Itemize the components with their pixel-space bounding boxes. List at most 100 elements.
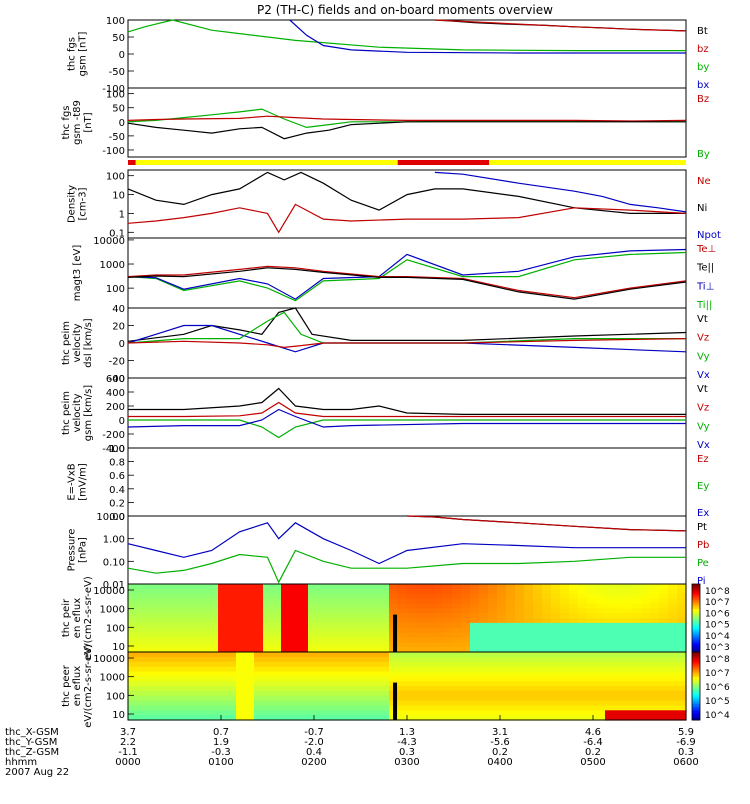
spectrogram-cell bbox=[353, 695, 363, 702]
spectrogram-cell bbox=[371, 715, 381, 721]
spectrogram-cell bbox=[299, 598, 309, 605]
spectrogram-cell bbox=[137, 618, 147, 624]
x-tick-label: 3.7 bbox=[120, 727, 136, 738]
y-axis-label: [cm-3] bbox=[78, 187, 89, 220]
spectrogram-cell bbox=[299, 647, 309, 653]
spectrogram-cell bbox=[614, 584, 624, 590]
spectrogram-cell bbox=[317, 652, 327, 658]
spectrogram-cell bbox=[560, 695, 570, 702]
spectrogram-cell bbox=[227, 613, 237, 619]
spectrogram-cell bbox=[578, 671, 588, 677]
spectrogram-cell bbox=[677, 593, 687, 600]
data-gap-marker bbox=[393, 614, 398, 652]
spectrogram-cell bbox=[461, 637, 471, 643]
spectrogram-cell bbox=[317, 656, 327, 663]
spectrogram-cell bbox=[227, 671, 237, 677]
spectrogram-cell bbox=[470, 656, 480, 663]
spectrogram-cell bbox=[335, 622, 345, 629]
spectrogram-cell bbox=[569, 647, 579, 653]
spectrogram-cell bbox=[461, 710, 471, 716]
spectrogram-cell bbox=[272, 598, 282, 605]
spectrogram-cell bbox=[506, 690, 516, 697]
spectrogram-cell bbox=[623, 647, 633, 653]
spectrogram-cell bbox=[272, 608, 282, 614]
spectrogram-cell bbox=[164, 710, 174, 716]
spectrogram-cell bbox=[128, 705, 138, 711]
spectrogram-cell bbox=[380, 676, 390, 682]
spectrogram-cell bbox=[344, 584, 354, 590]
spectrogram-cell bbox=[398, 584, 408, 590]
colorbar-segment bbox=[692, 597, 700, 601]
spectrogram-cell bbox=[398, 622, 408, 629]
spectrogram-cell bbox=[425, 686, 435, 692]
spectrogram-cell bbox=[245, 598, 255, 605]
spectrogram-cell bbox=[560, 632, 570, 639]
spectrogram-cell bbox=[551, 613, 561, 619]
spectrogram-cell bbox=[272, 671, 282, 677]
spectrogram-cell bbox=[281, 681, 291, 687]
spectrogram-cell bbox=[542, 700, 552, 707]
spectrogram-cell bbox=[263, 647, 273, 653]
spectrogram-cell bbox=[254, 642, 264, 648]
spectrogram-cell bbox=[182, 656, 192, 663]
spectrogram-cell bbox=[128, 603, 138, 609]
spectrogram-cell bbox=[542, 690, 552, 697]
spectrogram-cell bbox=[560, 608, 570, 614]
spectrogram-cell bbox=[497, 632, 507, 639]
spectrogram-cell bbox=[425, 622, 435, 629]
spectrogram-cell bbox=[596, 700, 606, 707]
spectrogram-cell bbox=[335, 603, 345, 609]
spectrogram-cell bbox=[254, 632, 264, 639]
colorbar-segment bbox=[692, 681, 700, 685]
spectrogram-cell bbox=[434, 652, 444, 658]
spectrogram-cell bbox=[596, 647, 606, 653]
spectrogram-cell bbox=[650, 588, 660, 595]
spectrogram-cell bbox=[191, 652, 201, 658]
spectrogram-cell bbox=[218, 652, 228, 658]
spectrogram-cell bbox=[533, 608, 543, 614]
spectrogram-cell bbox=[254, 603, 264, 609]
spectrogram-cell bbox=[128, 584, 138, 590]
spectrogram-cell bbox=[650, 622, 660, 629]
spectrogram-cell bbox=[344, 613, 354, 619]
spectrogram-cell bbox=[650, 700, 660, 707]
spectrogram-cell bbox=[632, 618, 642, 624]
series-line-vy bbox=[127, 311, 686, 344]
spectrogram-cell bbox=[596, 652, 606, 658]
spectrogram-cell bbox=[452, 690, 462, 697]
spectrogram-cell bbox=[254, 588, 264, 595]
spectrogram-cell bbox=[326, 588, 336, 595]
x-tick-label: 0400 bbox=[487, 757, 512, 768]
spectrogram-cell bbox=[362, 642, 372, 648]
spectrogram-cell bbox=[344, 598, 354, 605]
spectrogram-cell bbox=[344, 642, 354, 648]
spectrogram-cell bbox=[146, 681, 156, 687]
spectrogram-cell bbox=[659, 593, 669, 600]
colorbar-segment bbox=[692, 717, 700, 721]
spectrogram-cell bbox=[542, 588, 552, 595]
spectrogram-cell bbox=[128, 642, 138, 648]
spectrogram-cell bbox=[380, 618, 390, 624]
spectrogram-cell bbox=[506, 647, 516, 653]
spectrogram-cell bbox=[245, 686, 255, 692]
spectrogram-cell bbox=[407, 603, 417, 609]
spectrogram-cell bbox=[569, 622, 579, 629]
spectrogram-cell bbox=[317, 588, 327, 595]
spectrogram-cell bbox=[173, 695, 183, 702]
spectrogram-cell bbox=[317, 622, 327, 629]
spectrogram-cell bbox=[416, 637, 426, 643]
spectrogram-cell bbox=[182, 593, 192, 600]
spectrogram-cell bbox=[497, 593, 507, 600]
spectrogram-cell bbox=[623, 666, 633, 673]
spectrogram-cell bbox=[470, 681, 480, 687]
spectrogram-cell bbox=[263, 637, 273, 643]
spectrogram-cell bbox=[191, 666, 201, 673]
spectrogram-cell bbox=[389, 652, 399, 658]
spectrogram-cell bbox=[668, 647, 678, 653]
spectrogram-cell bbox=[677, 632, 687, 639]
spectrogram-cell bbox=[614, 715, 624, 721]
spectrogram-cell bbox=[254, 627, 264, 634]
spectrogram-cell bbox=[407, 642, 417, 648]
spectrogram-cell bbox=[227, 588, 237, 595]
